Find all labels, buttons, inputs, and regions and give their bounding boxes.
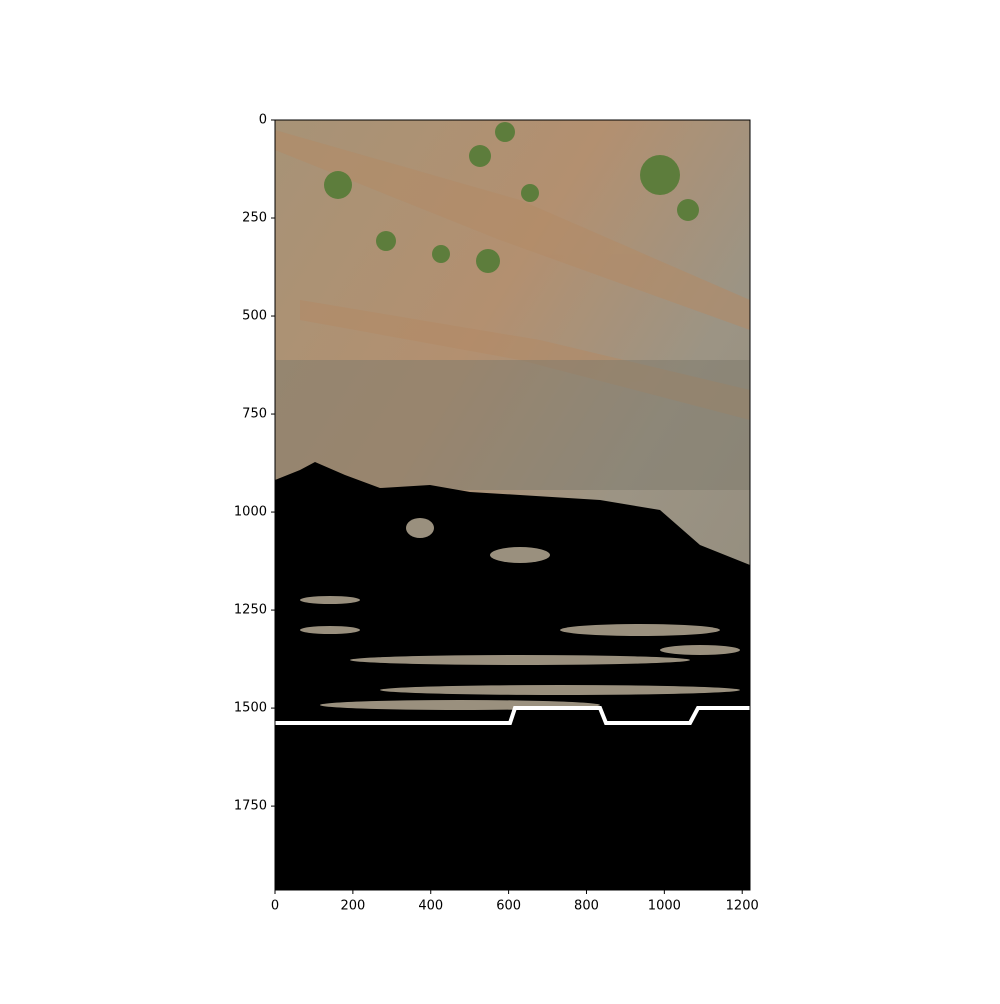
x-tick-label: 200 — [340, 899, 365, 914]
y-tick-label: 0 — [259, 113, 267, 128]
y-tick-label: 1750 — [234, 799, 267, 814]
axes-frame — [274, 119, 751, 891]
x-tick-label: 1000 — [648, 899, 681, 914]
x-tick-label: 0 — [271, 899, 279, 914]
image — [275, 120, 750, 890]
x-tick-label: 800 — [574, 899, 599, 914]
y-tick-label: 250 — [242, 211, 267, 226]
x-tick-label: 1200 — [726, 899, 759, 914]
y-tick-label: 1500 — [234, 701, 267, 716]
x-tick-label: 600 — [496, 899, 521, 914]
x-tick-label: 400 — [418, 899, 443, 914]
y-tick-label: 750 — [242, 407, 267, 422]
y-tick-label: 1000 — [234, 505, 267, 520]
y-tick-label: 500 — [242, 309, 267, 324]
y-tick-label: 1250 — [234, 603, 267, 618]
